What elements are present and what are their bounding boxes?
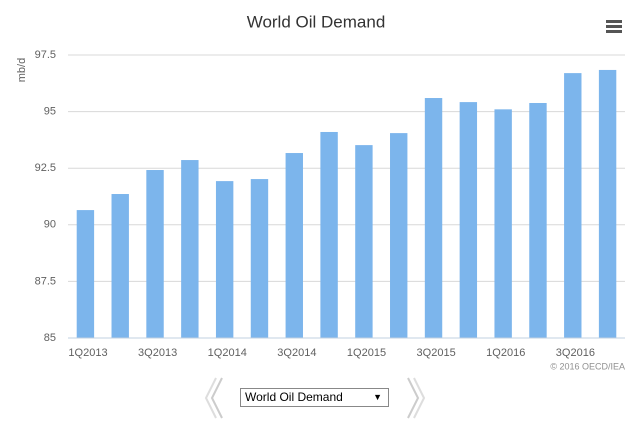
next-arrow[interactable] [413, 377, 426, 419]
x-tick-label: 3Q2015 [417, 347, 456, 359]
y-tick-label: 97.5 [35, 49, 56, 61]
prev-arrow[interactable] [204, 377, 217, 419]
y-tick-label: 87.5 [35, 275, 56, 287]
bar [390, 133, 408, 338]
y-tick-label: 85 [44, 332, 56, 344]
x-tick-label: 1Q2015 [347, 347, 386, 359]
dropdown-text: World Oil Demand [245, 390, 343, 404]
bar [111, 194, 129, 338]
x-tick-label: 3Q2013 [138, 347, 177, 359]
menu-line [606, 30, 622, 33]
bar [285, 153, 303, 338]
bar [320, 131, 338, 338]
menu-button[interactable] [606, 20, 622, 33]
next-arrow[interactable] [407, 377, 420, 419]
bar [250, 179, 269, 338]
bar [459, 102, 478, 338]
bar [564, 73, 582, 338]
bar [529, 102, 547, 339]
bar [215, 181, 234, 338]
menu-line [606, 25, 622, 28]
bar [146, 170, 164, 338]
bar [494, 109, 512, 338]
bar [181, 160, 199, 338]
dropdown-arrow: ▼ [373, 392, 382, 402]
dropdown[interactable]: World Oil Demand ▼ [240, 388, 389, 407]
y-tick-label: 95 [44, 106, 56, 118]
menu-line [606, 20, 622, 23]
y-tick-label: 92.5 [35, 162, 56, 174]
y-tick-label: 90 [44, 219, 56, 231]
bar [355, 145, 373, 338]
chart-title: World Oil Demand [247, 12, 386, 31]
x-tick-label: 1Q2016 [486, 347, 525, 359]
y-axis-label: mb/d [16, 58, 28, 82]
credits: © 2016 OECD/IEA [550, 361, 625, 371]
x-tick-label: 3Q2014 [277, 347, 316, 359]
bar [424, 98, 443, 339]
x-tick-label: 1Q2013 [68, 347, 107, 359]
x-tick-label: 3Q2016 [556, 347, 595, 359]
prev-arrow[interactable] [210, 377, 223, 419]
bar [598, 69, 617, 339]
x-tick-label: 1Q2014 [208, 347, 247, 359]
bar [76, 210, 95, 338]
